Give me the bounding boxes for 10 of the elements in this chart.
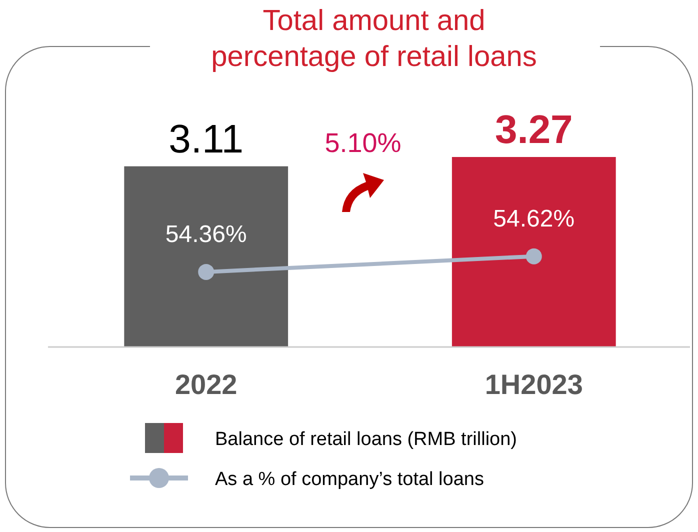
data-label: 3.27 — [494, 108, 573, 152]
x-tick-label: 1H2023 — [484, 369, 583, 400]
data-label: 54.36% — [165, 220, 247, 248]
annotation: 5.10% — [324, 128, 402, 158]
legend-label: As a % of company’s total loans — [215, 469, 484, 490]
legend-label: Balance of retail loans (RMB trillion) — [215, 429, 518, 450]
data-label: 54.62% — [493, 205, 575, 232]
data-label: 3.11 — [168, 117, 244, 162]
chart-title: Total amount and percentage of retail loans — [211, 5, 537, 73]
x-tick-label: 2022 — [174, 369, 238, 400]
